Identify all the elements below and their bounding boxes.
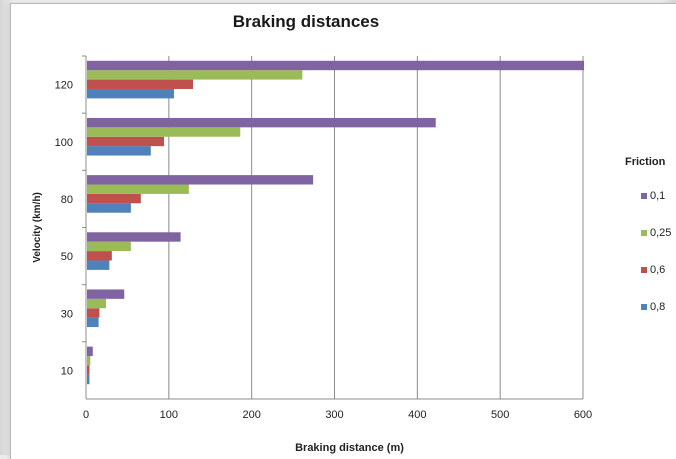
x-axis-title: Braking distance (m) bbox=[295, 442, 404, 454]
bar-0-8-120 bbox=[87, 88, 174, 99]
bar-0-25-50 bbox=[87, 241, 131, 252]
bar-0-8-50 bbox=[87, 260, 110, 270]
bar-0-1-80 bbox=[87, 175, 314, 185]
y-tick-label-120: 120 bbox=[55, 80, 73, 92]
y-tick-label-100: 100 bbox=[55, 137, 73, 149]
bar-0-25-30 bbox=[87, 298, 107, 309]
x-tick-label-500: 500 bbox=[491, 409, 509, 421]
bar-0-8-100 bbox=[87, 146, 151, 156]
bar-0-1-50 bbox=[87, 232, 181, 242]
bar-0-6-10 bbox=[87, 365, 90, 375]
bar-0-1-10 bbox=[87, 346, 93, 357]
bar-0-6-50 bbox=[87, 251, 112, 261]
bar-0-1-100 bbox=[87, 117, 436, 128]
bar-0-8-80 bbox=[87, 203, 131, 213]
legend-label-0-8: 0,8 bbox=[650, 301, 665, 313]
legend-swatch-0-1 bbox=[641, 193, 647, 199]
bar-0-1-120 bbox=[87, 60, 584, 71]
y-tick-label-80: 80 bbox=[61, 194, 73, 206]
bar-0-6-30 bbox=[87, 308, 100, 318]
y-tick-label-10: 10 bbox=[61, 365, 73, 377]
bar-0-6-120 bbox=[87, 79, 194, 89]
legend-swatch-0-25 bbox=[641, 230, 647, 236]
bar-0-25-80 bbox=[87, 184, 189, 194]
bar-0-6-80 bbox=[87, 193, 141, 204]
bar-0-25-100 bbox=[87, 127, 241, 137]
x-tick-label-200: 200 bbox=[242, 409, 260, 421]
bar-0-1-30 bbox=[87, 289, 125, 299]
bar-0-8-10 bbox=[87, 374, 90, 385]
legend-title: Friction bbox=[625, 156, 666, 168]
x-tick-label-300: 300 bbox=[325, 409, 343, 421]
legend-label-0-6: 0,6 bbox=[650, 264, 665, 276]
legend-label-0-25: 0,25 bbox=[650, 227, 671, 239]
chart-area: Braking distances 0 100 200 300 400 500 600 10 3… bbox=[10, 3, 676, 459]
y-axis-title: Velocity (km/h) bbox=[32, 192, 43, 263]
y-tick-label-30: 30 bbox=[61, 308, 73, 320]
x-tick-label-0: 0 bbox=[83, 409, 89, 421]
legend-swatch-0-8 bbox=[641, 304, 647, 310]
x-tick-label-100: 100 bbox=[160, 409, 178, 421]
bar-0-8-30 bbox=[87, 317, 99, 328]
chart-title: Braking distances bbox=[232, 12, 380, 31]
chart-canvas: 0 100 200 300 400 500 600 10 30 50 80 100 120 Braking… bbox=[32, 55, 671, 454]
y-tick-label-50: 50 bbox=[61, 251, 73, 263]
bar-0-25-120 bbox=[87, 70, 303, 80]
legend-label-0-1: 0,1 bbox=[650, 190, 665, 202]
bar-0-6-100 bbox=[87, 136, 165, 147]
x-tick-label-400: 400 bbox=[408, 409, 426, 421]
x-tick-label-600: 600 bbox=[574, 409, 592, 421]
bar-0-25-10 bbox=[87, 356, 91, 366]
legend-swatch-0-6 bbox=[641, 267, 647, 273]
